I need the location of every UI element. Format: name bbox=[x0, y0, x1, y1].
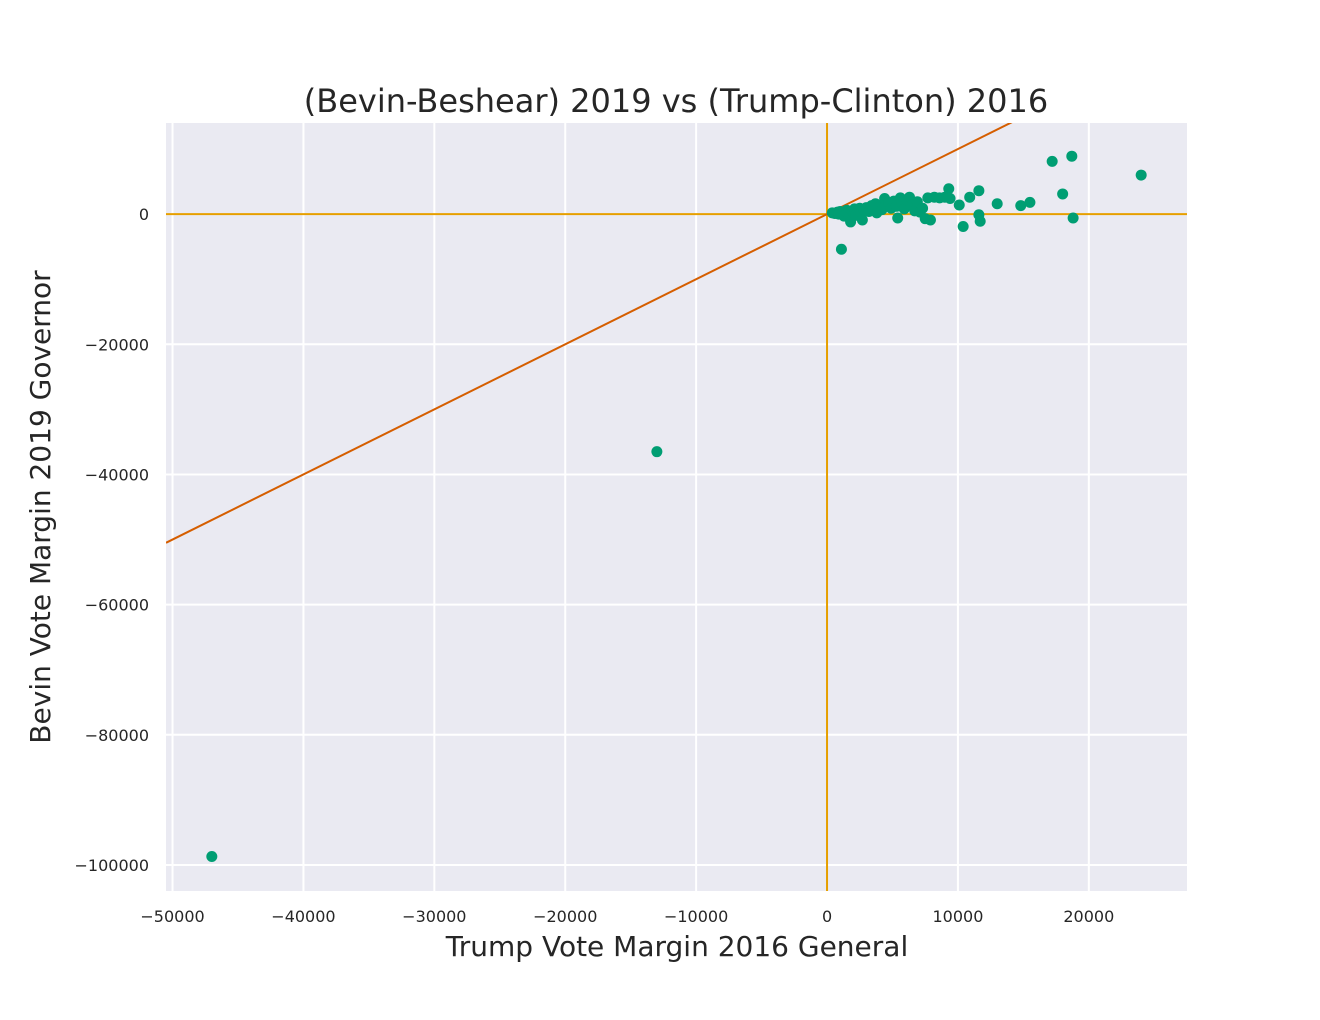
x-axis-label: Trump Vote Margin 2016 General bbox=[445, 930, 908, 963]
data-point bbox=[1015, 200, 1027, 212]
data-point bbox=[957, 220, 969, 232]
y-tick-label: 0 bbox=[139, 205, 149, 224]
y-tick-label: −20000 bbox=[85, 335, 149, 354]
data-point bbox=[835, 243, 847, 255]
x-tick-label: −30000 bbox=[402, 907, 466, 926]
data-point bbox=[206, 851, 218, 863]
plot-area bbox=[166, 123, 1187, 891]
reference-lines bbox=[166, 123, 1187, 891]
data-point bbox=[917, 202, 929, 214]
chart-title: (Bevin-Beshear) 2019 vs (Trump-Clinton) … bbox=[304, 82, 1048, 120]
data-points bbox=[206, 150, 1147, 863]
data-point bbox=[1057, 188, 1069, 200]
data-point bbox=[1067, 212, 1079, 224]
y-tick-label: −80000 bbox=[85, 726, 149, 745]
data-point bbox=[973, 185, 985, 197]
x-tick-label: −20000 bbox=[533, 907, 597, 926]
data-point bbox=[991, 198, 1003, 210]
y-tick-label: −100000 bbox=[75, 856, 149, 875]
data-point bbox=[1046, 155, 1058, 167]
x-tick-labels: −50000 −40000 −30000 −20000 −10000 0 10000 2000… bbox=[140, 907, 1114, 926]
data-point bbox=[856, 214, 868, 226]
y-tick-label: −40000 bbox=[85, 465, 149, 484]
data-point bbox=[1066, 150, 1078, 162]
data-point bbox=[974, 215, 986, 227]
data-point bbox=[964, 191, 976, 203]
y-tick-labels: 0 −20000 −40000 −60000 −80000 −100000 bbox=[75, 205, 149, 875]
data-point bbox=[651, 446, 663, 458]
data-point bbox=[1135, 169, 1147, 181]
x-tick-label: −40000 bbox=[271, 907, 335, 926]
x-tick-label: −10000 bbox=[664, 907, 728, 926]
data-point bbox=[924, 214, 936, 226]
diagonal-reference-line bbox=[166, 123, 1013, 544]
x-tick-label: 10000 bbox=[932, 907, 983, 926]
y-axis-label: Bevin Vote Margin 2019 Governor bbox=[24, 270, 57, 744]
y-tick-label: −60000 bbox=[85, 596, 149, 615]
x-tick-label: −50000 bbox=[140, 907, 204, 926]
data-point bbox=[892, 212, 904, 224]
data-point bbox=[1024, 196, 1036, 208]
data-point bbox=[953, 199, 965, 211]
data-point bbox=[943, 183, 955, 195]
x-tick-label: 0 bbox=[822, 907, 832, 926]
data-point bbox=[944, 192, 956, 204]
x-tick-label: 20000 bbox=[1063, 907, 1114, 926]
